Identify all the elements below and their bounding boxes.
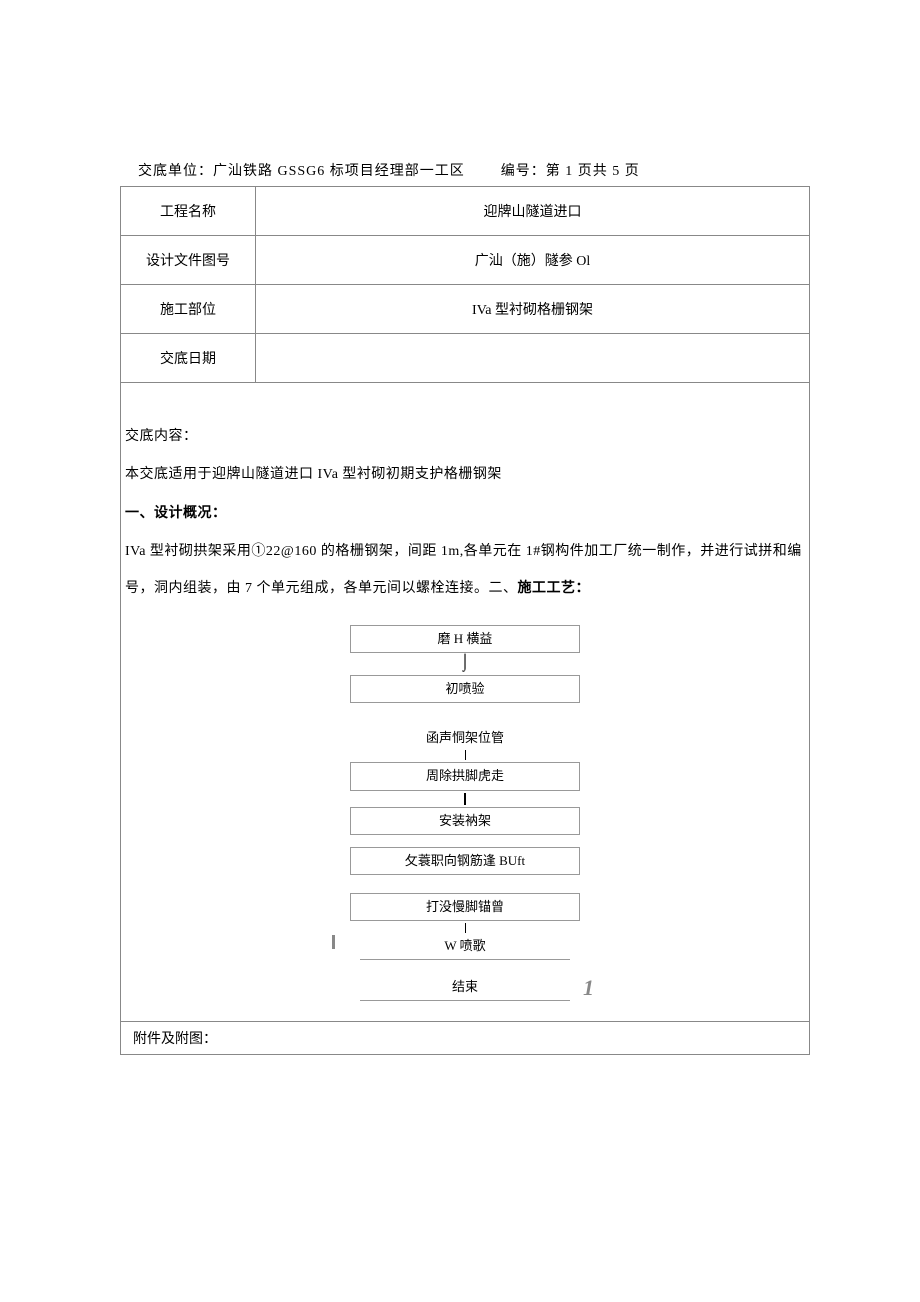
intro-body: 本交底适用于迎牌山隧道进口 IVa 型衬砌初期支护格栅钢架 <box>125 457 805 493</box>
content-section: 交底内容： 本交底适用于迎牌山隧道进口 IVa 型衬砌初期支护格栅钢架 一、设计… <box>121 419 809 607</box>
cell-value: IVa 型衬砌格栅钢架 <box>256 285 810 334</box>
table-row: 工程名称 迎牌山隧道进口 <box>121 187 810 236</box>
content-box: 交底内容： 本交底适用于迎牌山隧道进口 IVa 型衬砌初期支护格栅钢架 一、设计… <box>120 383 810 1055</box>
flow-step: W 喷歌 <box>360 933 570 960</box>
cell-label: 交底日期 <box>121 334 256 383</box>
cell-label: 设计文件图号 <box>121 236 256 285</box>
flow-connector: ⌡ <box>460 655 470 673</box>
number-label: 编号： <box>501 164 546 179</box>
cell-value <box>256 334 810 383</box>
unit-value: 广汕铁路 GSSG6 标项目经理部一工区 <box>213 164 465 179</box>
cell-label: 工程名称 <box>121 187 256 236</box>
footer-attachment: 附件及附图： <box>121 1021 809 1054</box>
table-row: 设计文件图号 广汕（施）隧参 Ol <box>121 236 810 285</box>
flow-end-row: 结束 1 <box>121 974 809 1001</box>
number-value: 第 1 页共 5 页 <box>546 164 640 179</box>
flow-tick <box>332 935 335 949</box>
section1-body: IVa 型衬砌拱架采用①22@160 的格栅钢架，间距 1m,各单元在 1#钢构… <box>125 534 805 607</box>
flow-step: 安装衲架 <box>350 807 580 835</box>
info-table: 工程名称 迎牌山隧道进口 设计文件图号 广汕（施）隧参 Ol 施工部位 IVa … <box>120 186 810 383</box>
header-line: 交底单位：广汕铁路 GSSG6 标项目经理部一工区 编号：第 1 页共 5 页 <box>120 160 810 180</box>
flow-step: 函声恫架位管 <box>426 723 504 750</box>
flow-step: 初喷验 <box>350 675 580 703</box>
flow-step: 周除拱脚虎走 <box>350 762 580 790</box>
flow-step: 磨 H 横益 <box>350 625 580 653</box>
flow-step: 打没慢脚锚曾 <box>350 893 580 921</box>
unit-label: 交底单位： <box>138 164 213 179</box>
cell-value: 广汕（施）隧参 Ol <box>256 236 810 285</box>
cell-value: 迎牌山隧道进口 <box>256 187 810 236</box>
cell-label: 施工部位 <box>121 285 256 334</box>
table-row: 施工部位 IVa 型衬砌格栅钢架 <box>121 285 810 334</box>
intro-label: 交底内容： <box>125 419 805 455</box>
flow-step: 结束 <box>360 974 570 1001</box>
flow-step: 攵蓑职向钢筋逢 BUft <box>350 847 580 875</box>
table-row: 交底日期 <box>121 334 810 383</box>
section1-title: 一、设计概况： <box>125 496 805 532</box>
flow-end-number: 1 <box>583 975 594 1001</box>
flowchart: 磨 H 横益 ⌡ 初喷验 函声恫架位管 周除拱脚虎走 安装衲架 攵蓑职向钢筋逢 … <box>121 623 809 1022</box>
